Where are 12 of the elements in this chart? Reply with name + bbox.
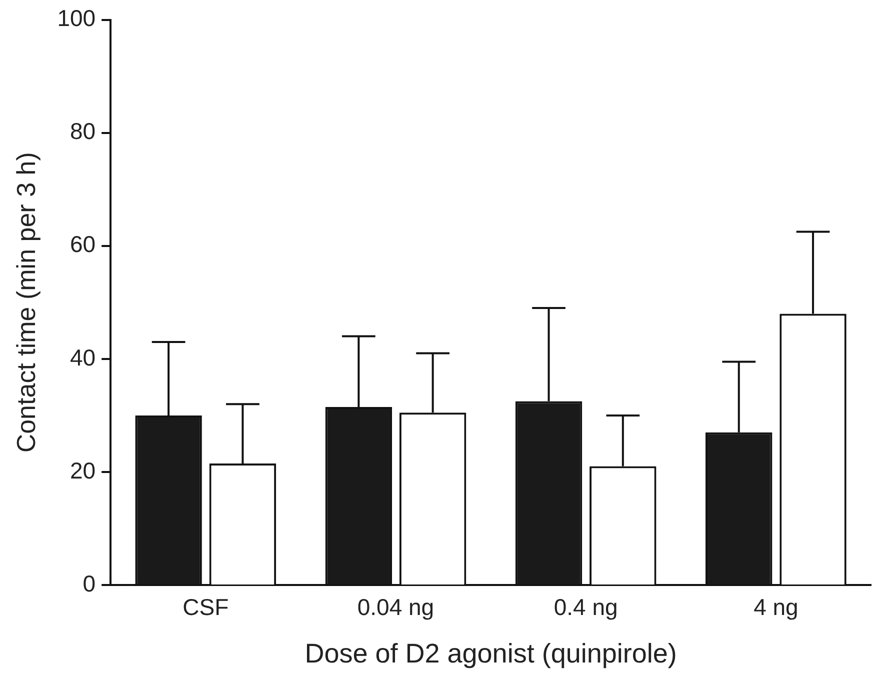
x-tick-label: 4 ng — [754, 594, 798, 620]
y-tick-label: 60 — [70, 231, 96, 258]
y-tick-label: 0 — [82, 570, 96, 596]
y-tick-label: 100 — [57, 5, 96, 32]
x-tick-label: 0.04 ng — [357, 594, 434, 620]
y-tick-label: 20 — [70, 457, 96, 484]
y-axis-title: Contact time (min per 3 h) — [10, 152, 41, 453]
y-tick-label: 40 — [70, 344, 96, 370]
y-tick-label: 80 — [70, 118, 96, 144]
x-axis-title: Dose of D2 agonist (quinpirole) — [304, 638, 677, 668]
x-tick-label: 0.4 ng — [554, 594, 618, 620]
x-tick-label: CSF — [182, 594, 229, 620]
